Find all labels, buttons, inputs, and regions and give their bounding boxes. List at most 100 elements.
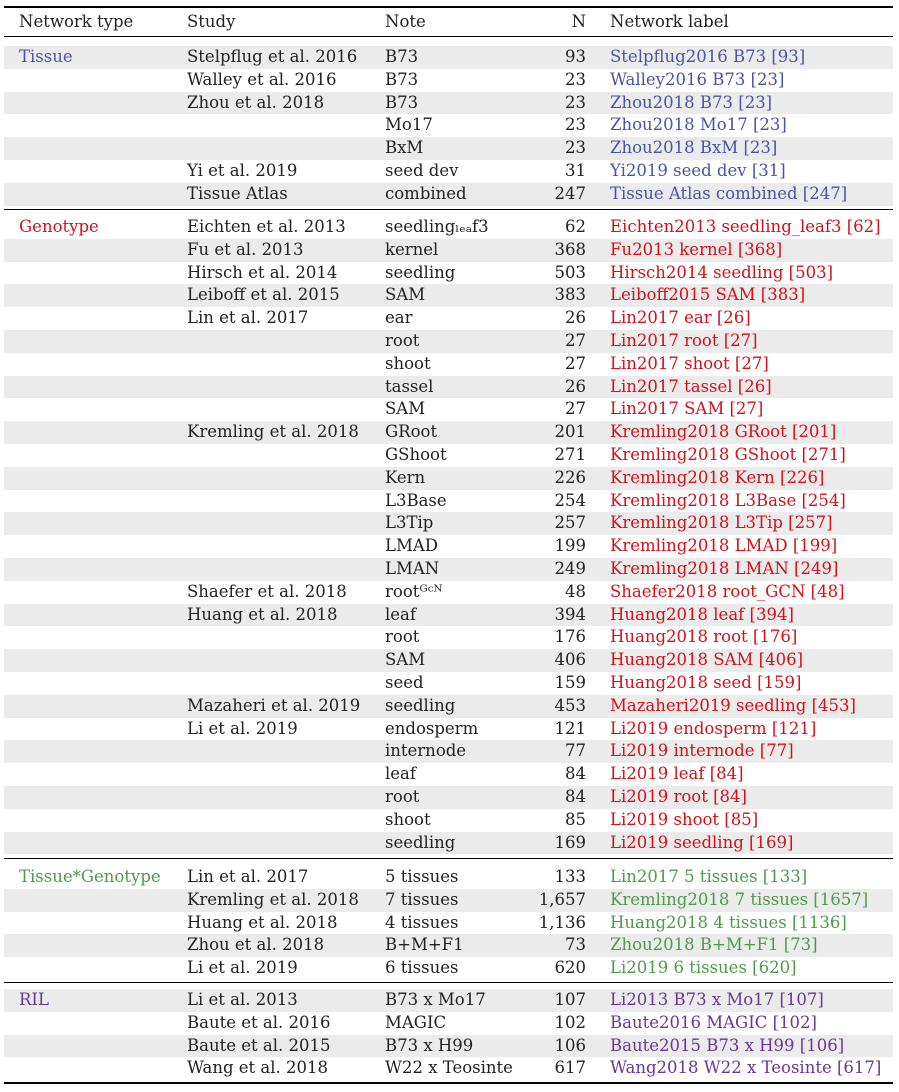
n-cell: 31 (565, 161, 586, 180)
group-separator (4, 858, 893, 859)
network-label-cell: Yi2019 seed dev [31] (610, 161, 786, 180)
n-cell: 27 (565, 331, 586, 350)
network-label-cell: Li2019 leaf [84] (610, 764, 744, 784)
network-label-cell: Huang2018 seed [159] (610, 673, 802, 692)
network-label-cell: Wang2018 W22 x Teosinte [617] (610, 1058, 882, 1078)
note-cell: GRoot (385, 422, 438, 442)
note-cell: shoot (385, 809, 431, 829)
table-row: LMAD 199 Kremling2018 LMAD [199] (4, 535, 893, 558)
n-cell: 199 (554, 536, 587, 556)
table-row: Genotype Eichten et al. 2013 seedlingₗ​ₑₐf… (4, 216, 893, 239)
table-row: root 176 Huang2018 root [176] (4, 626, 893, 649)
note-cell: 6 tissues (385, 958, 459, 978)
network-label-cell: Kremling2018 L3Tip [257] (610, 513, 833, 533)
note-cell: GShoot (385, 445, 447, 464)
n-cell: 226 (554, 467, 587, 487)
group-separator (4, 209, 893, 210)
note-cell: L3Base (385, 490, 447, 510)
n-cell: 201 (554, 422, 587, 442)
n-cell: 249 (554, 559, 587, 578)
network-label-cell: Huang2018 root [176] (610, 627, 798, 647)
note-cell: BxM (385, 138, 424, 158)
note-cell: shoot (385, 353, 431, 373)
n-cell: 1,136 (538, 912, 586, 932)
network-label-cell: Shaefer2018 root_GCN [48] (610, 581, 845, 601)
note-cell: MAGIC (385, 1012, 447, 1032)
network-label-cell: Kremling2018 GRoot [201] (610, 422, 837, 442)
network-label-cell: Lin2017 ear [26] (610, 308, 751, 328)
network-label-cell: Huang2018 SAM [406] (610, 650, 804, 670)
table-row: Tissue*Genotype Lin et al. 2017 5 tissues 1… (4, 866, 893, 889)
table-row: Kremling et al. 2018 GRoot 201 Kremling2018… (4, 421, 893, 444)
study-cell: Zhou et al. 2018 (187, 92, 325, 112)
n-cell: 257 (554, 513, 587, 533)
n-cell: 247 (554, 183, 587, 203)
note-cell: combined (385, 183, 467, 203)
table-row: L3Base 254 Kremling2018 L3Base [254] (4, 490, 893, 513)
n-cell: 23 (565, 69, 586, 89)
n-cell: 383 (554, 285, 587, 305)
note-cell: leaf (385, 604, 416, 624)
study-cell: Eichten et al. 2013 (187, 217, 346, 236)
note-cell: LMAN (385, 559, 440, 578)
n-cell: 133 (554, 867, 587, 886)
network-label-cell: Tissue Atlas combined [247] (610, 183, 848, 203)
n-cell: 73 (565, 935, 586, 955)
table-row: Mo17 23 Zhou2018 Mo17 [23] (4, 114, 893, 137)
table-row: Mazaheri et al. 2019 seedling 453 Mazaheri2… (4, 694, 893, 718)
n-cell: 368 (554, 239, 587, 259)
network-type-cell: Genotype (19, 217, 99, 236)
n-cell: 84 (565, 764, 586, 784)
network-label-cell: Lin2017 root [27] (610, 331, 758, 350)
network-label-cell: Li2019 internode [77] (610, 741, 794, 761)
study-cell: Wang et al. 2018 (187, 1058, 329, 1078)
network-label-cell: Lin2017 5 tissues [133] (610, 867, 808, 886)
table-row: Li et al. 2019 endosperm 121 Li2019 endospe… (4, 718, 893, 741)
n-cell: 1,657 (538, 889, 586, 909)
study-cell: Shaefer et al. 2018 (187, 581, 347, 601)
network-label-cell: Baute2016 MAGIC [102] (610, 1012, 817, 1032)
note-cell: internode (385, 741, 467, 761)
table-row: seed 159 Huang2018 seed [159] (4, 672, 893, 695)
header-note: Note (385, 12, 426, 31)
n-cell: 271 (554, 445, 587, 464)
bottom-rule (4, 1082, 893, 1084)
network-label-cell: Zhou2018 Mo17 [23] (610, 115, 787, 135)
n-cell: 48 (565, 581, 586, 601)
table-row: seedling 169 Li2019 seedling [169] (4, 831, 893, 855)
note-cell: B73 (385, 69, 419, 89)
table-row: internode 77 Li2019 internode [77] (4, 740, 893, 764)
table-row: Zhou et al. 2018 B73 23 Zhou2018 B73 [23] (4, 91, 893, 115)
note-cell: endosperm (385, 718, 479, 738)
network-label-cell: Zhou2018 BxM [23] (610, 138, 778, 158)
study-cell: Leiboff et al. 2015 (187, 285, 340, 305)
network-type-cell: RIL (19, 990, 49, 1009)
note-cell: tassel (385, 376, 434, 396)
n-cell: 84 (565, 787, 586, 806)
table-row: Huang et al. 2018 leaf 394 Huang2018 leaf [… (4, 603, 893, 627)
note-cell: seedling (385, 262, 456, 282)
table-row: Hirsch et al. 2014 seedling 503 Hirsch2014 … (4, 262, 893, 285)
table-row: Li et al. 2019 6 tissues 620 Li2019 6 tissu… (4, 957, 893, 980)
group-separator (4, 982, 893, 983)
network-label-cell: Li2013 B73 x Mo17 [107] (610, 990, 824, 1009)
study-cell: Tissue Atlas (187, 183, 288, 203)
network-label-cell: Fu2013 kernel [368] (610, 239, 783, 259)
n-cell: 107 (554, 990, 587, 1009)
n-cell: 26 (565, 376, 586, 396)
note-cell: L3Tip (385, 513, 434, 533)
network-type-cell: Tissue (19, 47, 73, 66)
header-n: N (571, 12, 586, 31)
network-label-cell: Hirsch2014 seedling [503] (610, 262, 834, 282)
note-cell: SAM (385, 285, 426, 305)
study-cell: Baute et al. 2015 (187, 1035, 331, 1055)
network-label-cell: Huang2018 leaf [394] (610, 604, 794, 624)
note-cell: W22 x Teosinte (385, 1058, 513, 1078)
note-cell: B73 x H99 (385, 1035, 474, 1055)
note-cell: B+M+F1 (385, 935, 464, 955)
table-row: Baute et al. 2015 B73 x H99 106 Baute2015 B… (4, 1034, 893, 1058)
n-cell: 23 (565, 115, 586, 135)
note-cell: rootᴳᶜᴺ (385, 581, 443, 601)
note-cell: seed dev (385, 161, 459, 180)
table-row: Shaefer et al. 2018 rootᴳᶜᴺ 48 Shaefer2018 … (4, 581, 893, 604)
